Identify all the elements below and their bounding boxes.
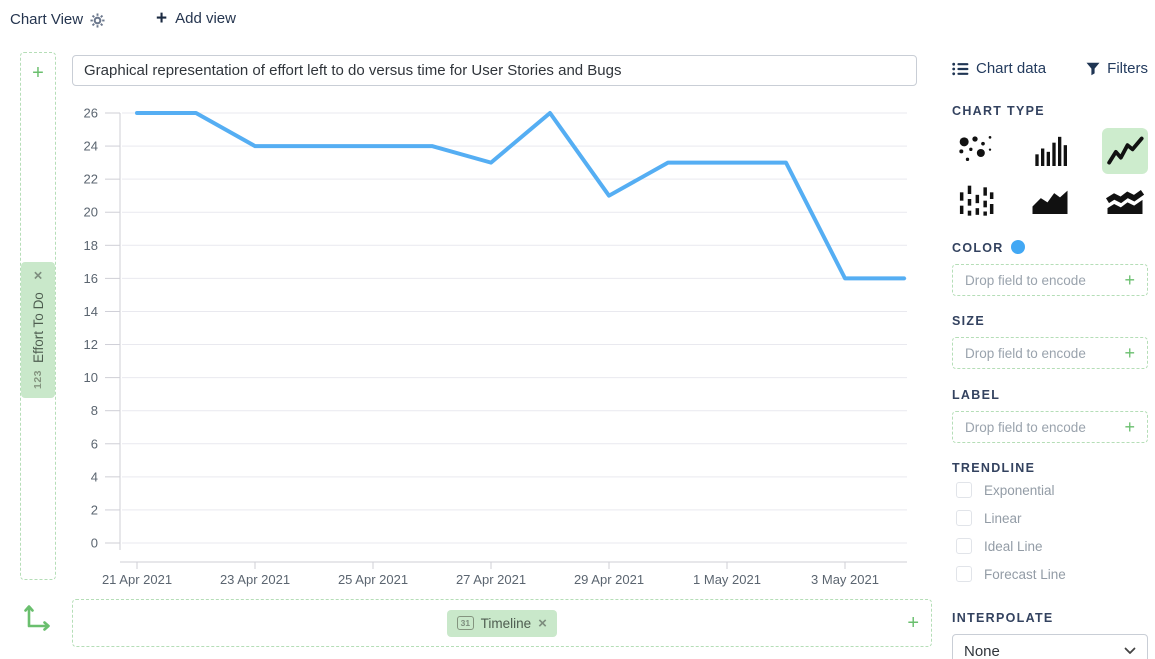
svg-text:26: 26 xyxy=(84,106,98,121)
checkbox-ideal-line[interactable]: Ideal Line xyxy=(956,538,1043,554)
plus-icon: + xyxy=(1124,270,1135,290)
checkbox-icon[interactable] xyxy=(956,538,972,554)
settings-sidebar: Chart data Filters CHART TYPE xyxy=(952,0,1148,659)
bar-chart-icon xyxy=(1035,136,1067,166)
chart-type-area-button[interactable] xyxy=(1027,176,1073,222)
interpolate-select[interactable]: None xyxy=(952,634,1148,659)
svg-text:2: 2 xyxy=(91,502,98,517)
svg-text:25 Apr 2021: 25 Apr 2021 xyxy=(338,572,408,587)
size-heading: SIZE xyxy=(952,314,985,328)
add-x-field-button[interactable]: + xyxy=(907,612,919,634)
sidebar-tabs: Chart data Filters xyxy=(952,60,1148,77)
svg-text:6: 6 xyxy=(91,436,98,451)
add-view-button[interactable]: + Add view xyxy=(156,8,236,29)
checkbox-linear[interactable]: Linear xyxy=(956,510,1022,526)
checkbox-icon[interactable] xyxy=(956,510,972,526)
calendar-icon: 31 xyxy=(457,615,474,631)
x-axis-field-pill[interactable]: 31 Timeline × xyxy=(447,609,557,637)
svg-text:12: 12 xyxy=(84,337,98,352)
checkbox-icon[interactable] xyxy=(956,566,972,582)
line-chart-icon xyxy=(1107,136,1144,165)
svg-text:1 May 2021: 1 May 2021 xyxy=(693,572,761,587)
checkbox-forecast-line[interactable]: Forecast Line xyxy=(956,566,1066,582)
chevron-down-icon xyxy=(1124,647,1136,654)
label-drop-field[interactable]: Drop field to encode + xyxy=(952,411,1148,443)
svg-text:14: 14 xyxy=(84,304,98,319)
x-field-label: Timeline xyxy=(480,615,532,631)
list-icon xyxy=(952,62,969,75)
svg-text:22: 22 xyxy=(84,172,98,187)
svg-text:10: 10 xyxy=(84,370,98,385)
svg-text:4: 4 xyxy=(91,469,98,484)
trendline-heading: TRENDLINE xyxy=(952,461,1036,475)
tab-chart-data[interactable]: Chart data xyxy=(952,60,1046,77)
checkbox-exponential[interactable]: Exponential xyxy=(956,482,1055,498)
color-swatch-dot[interactable] xyxy=(1010,240,1025,254)
chart-type-bar-button[interactable] xyxy=(1027,128,1073,174)
y-axis-field-pill[interactable]: 123 Effort To Do × xyxy=(21,262,55,398)
label-heading: LABEL xyxy=(952,388,1001,402)
svg-text:0: 0 xyxy=(91,536,98,551)
number-field-icon: 123 xyxy=(32,369,44,389)
tab-filters[interactable]: Filters xyxy=(1086,60,1148,77)
filter-icon xyxy=(1086,62,1100,75)
chart-type-candlestick-button[interactable] xyxy=(952,176,998,222)
stacked-area-chart-icon xyxy=(1105,190,1145,214)
plus-icon: + xyxy=(1124,417,1135,437)
remove-x-field-icon[interactable]: × xyxy=(538,614,547,632)
chart-type-scatter-button[interactable] xyxy=(952,128,998,174)
top-bar: Chart View + Add view xyxy=(0,0,1155,40)
chart-type-line-button[interactable] xyxy=(1102,128,1148,174)
size-drop-field[interactable]: Drop field to encode + xyxy=(952,337,1148,369)
color-drop-field[interactable]: Drop field to encode + xyxy=(952,264,1148,296)
candlestick-chart-icon xyxy=(959,185,994,216)
checkbox-icon[interactable] xyxy=(956,482,972,498)
svg-text:21 Apr 2021: 21 Apr 2021 xyxy=(102,572,172,587)
svg-text:8: 8 xyxy=(91,403,98,418)
x-axis-drop-zone[interactable]: 31 Timeline × + xyxy=(72,599,932,647)
svg-text:29 Apr 2021: 29 Apr 2021 xyxy=(574,572,644,587)
plus-icon: + xyxy=(1124,343,1135,363)
svg-text:18: 18 xyxy=(84,238,98,253)
interpolate-heading: INTERPOLATE xyxy=(952,611,1054,625)
gear-icon[interactable] xyxy=(90,13,105,33)
plus-icon: + xyxy=(156,8,168,29)
color-heading: COLOR xyxy=(952,240,1025,255)
chart-type-stacked-area-button[interactable] xyxy=(1102,176,1148,222)
add-y-field-button[interactable]: + xyxy=(32,62,44,84)
chart-type-grid xyxy=(952,128,1148,222)
svg-text:20: 20 xyxy=(84,205,98,220)
remove-y-field-icon[interactable]: × xyxy=(29,271,47,280)
svg-text:24: 24 xyxy=(84,139,98,154)
y-axis-drop-zone[interactable]: + xyxy=(20,52,56,580)
chart-title-input[interactable] xyxy=(72,55,917,86)
swap-axes-icon[interactable] xyxy=(22,601,54,640)
scatter-chart-icon xyxy=(959,136,992,161)
svg-text:16: 16 xyxy=(84,271,98,286)
y-field-label: Effort To Do xyxy=(30,292,46,363)
svg-text:27 Apr 2021: 27 Apr 2021 xyxy=(456,572,526,587)
chart-type-heading: CHART TYPE xyxy=(952,104,1045,118)
svg-text:23 Apr 2021: 23 Apr 2021 xyxy=(220,572,290,587)
svg-text:3 May 2021: 3 May 2021 xyxy=(811,572,879,587)
area-chart-icon xyxy=(1032,190,1068,214)
view-name: Chart View xyxy=(10,11,84,28)
